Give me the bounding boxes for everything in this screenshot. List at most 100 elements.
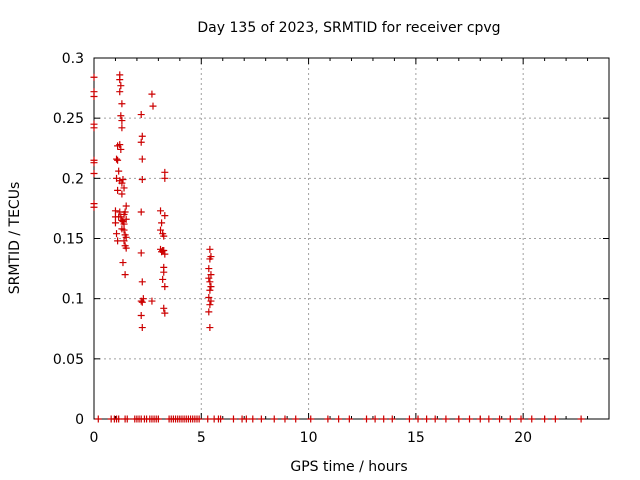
x-tick-label: 0 <box>90 430 99 446</box>
data-point-marker <box>90 203 98 211</box>
data-point-marker <box>204 415 212 423</box>
data-point-marker <box>148 90 156 98</box>
data-point-marker <box>161 174 169 182</box>
data-point-marker <box>157 245 165 253</box>
data-point-marker <box>116 88 124 96</box>
data-point-marker <box>120 184 128 192</box>
data-point-marker <box>94 415 102 423</box>
data-point-marker <box>117 112 125 120</box>
data-point-marker <box>335 415 343 423</box>
data-point-marker <box>118 124 126 132</box>
data-point-marker <box>115 415 123 423</box>
data-point-marker <box>195 415 203 423</box>
data-point-marker <box>307 415 315 423</box>
data-point-marker <box>138 298 146 306</box>
data-point-marker <box>388 415 396 423</box>
data-point-marker <box>205 293 213 301</box>
data-point-marker <box>207 271 215 279</box>
data-point-marker <box>217 415 225 423</box>
data-point-marker <box>118 100 126 108</box>
x-tick-label: 15 <box>407 430 425 446</box>
y-tick-label: 0.15 <box>53 232 84 248</box>
y-tick-label: 0.1 <box>62 292 84 308</box>
data-point-marker <box>496 415 504 423</box>
x-tick-label: 5 <box>197 430 206 446</box>
data-point-marker <box>120 220 128 228</box>
data-point-marker <box>506 415 514 423</box>
data-point-marker <box>517 415 525 423</box>
data-point-marker <box>414 415 422 423</box>
data-point-marker <box>206 278 214 286</box>
chart-title: Day 135 of 2023, SRMTID for receiver cpv… <box>197 20 500 36</box>
y-tick-label: 0.2 <box>62 171 84 187</box>
data-point-marker <box>90 93 98 101</box>
data-point-marker <box>161 283 169 291</box>
tick-layer: 0 5 10 15 20 0 0.05 0.1 0.15 0.2 0.25 0.3 <box>53 51 609 446</box>
data-point-marker <box>363 415 371 423</box>
data-point-marker <box>207 283 215 291</box>
data-point-marker <box>118 117 126 125</box>
data-point-marker <box>161 168 169 176</box>
data-point-marker <box>90 159 98 167</box>
data-point-marker <box>206 245 214 253</box>
x-axis-label: GPS time / hours <box>290 459 407 475</box>
data-point-marker <box>139 295 147 303</box>
data-point-marker <box>122 215 130 223</box>
data-point-marker <box>466 415 474 423</box>
data-point-marker <box>159 275 167 283</box>
x-tick-label: 20 <box>514 430 532 446</box>
data-point-marker <box>345 415 353 423</box>
data-point-marker <box>431 415 439 423</box>
data-point-marker <box>207 297 215 305</box>
data-point-marker <box>528 415 536 423</box>
data-point-marker <box>148 297 156 305</box>
data-point-marker <box>118 190 126 198</box>
y-tick-label: 0.05 <box>53 352 84 368</box>
data-point-marker <box>270 415 278 423</box>
data-point-marker <box>137 249 145 257</box>
data-point-marker <box>138 278 146 286</box>
data-point-marker <box>117 82 125 90</box>
data-point-marker <box>137 111 145 119</box>
data-point-marker <box>138 132 146 140</box>
y-axis-label: SRMTID / TECUs <box>7 182 23 295</box>
data-point-marker <box>149 102 157 110</box>
data-point-marker <box>442 415 450 423</box>
data-point-marker <box>122 233 130 241</box>
data-point-marker <box>90 73 98 81</box>
data-point-marker <box>90 124 98 132</box>
data-point-marker <box>114 186 122 194</box>
data-point-marker <box>121 271 129 279</box>
data-point-marker <box>118 216 126 224</box>
data-point-marker <box>405 415 413 423</box>
data-point-marker <box>324 415 332 423</box>
data-point-marker <box>137 208 145 216</box>
data-point-marker <box>257 415 265 423</box>
data-point-marker <box>161 212 169 220</box>
data-point-marker <box>577 415 585 423</box>
x-tick-label: 10 <box>300 430 318 446</box>
data-point-marker <box>161 309 169 317</box>
data-point-marker <box>115 213 123 221</box>
data-point-marker <box>485 415 493 423</box>
data-point-marker <box>154 415 162 423</box>
data-point-marker <box>380 415 388 423</box>
data-point-marker <box>118 179 126 187</box>
data-point-marker <box>114 156 122 164</box>
data-point-marker <box>249 415 257 423</box>
data-point-marker <box>292 415 300 423</box>
data-point-marker <box>206 324 214 332</box>
data-point-marker <box>122 244 130 252</box>
data-point-marker <box>229 415 237 423</box>
data-point-marker <box>138 176 146 184</box>
y-tick-label: 0.25 <box>53 111 84 127</box>
plot-frame <box>93 57 610 420</box>
data-point-marker <box>423 415 431 423</box>
data-point-marker <box>455 415 463 423</box>
data-point-marker <box>206 286 214 294</box>
y-tick-label: 0.3 <box>62 51 84 67</box>
data-point-marker <box>111 207 119 215</box>
data-point-marker <box>137 138 145 146</box>
data-point-marker <box>160 268 168 276</box>
